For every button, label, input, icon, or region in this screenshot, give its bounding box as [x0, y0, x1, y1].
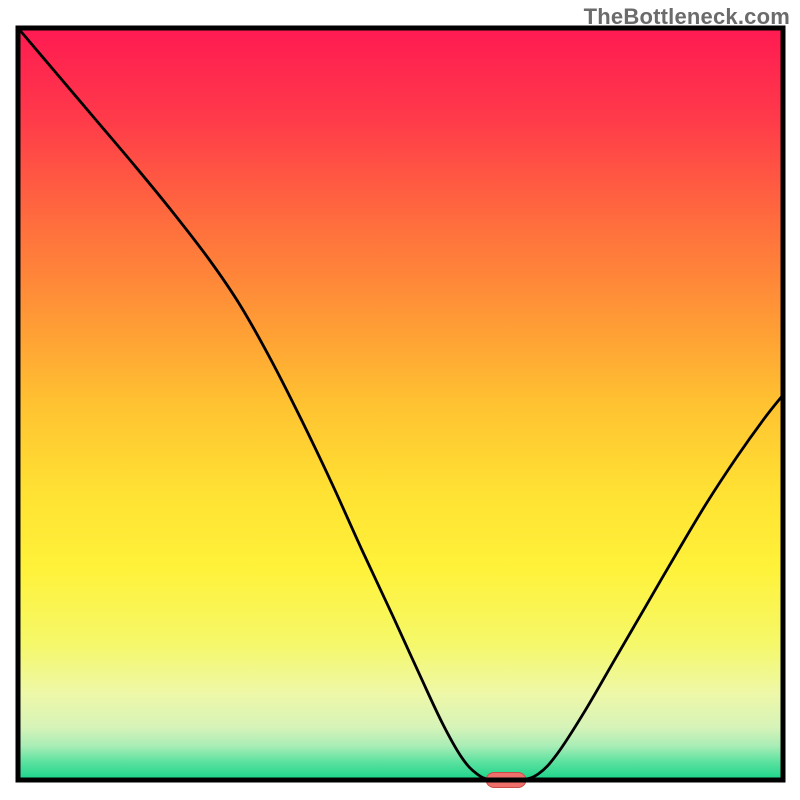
- plot-background: [18, 28, 783, 780]
- bottleneck-chart: [0, 0, 800, 800]
- chart-stage: TheBottleneck.com: [0, 0, 800, 800]
- watermark-text: TheBottleneck.com: [584, 4, 790, 30]
